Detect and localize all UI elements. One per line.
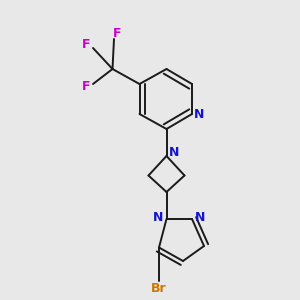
- Text: N: N: [169, 146, 179, 160]
- Text: N: N: [153, 211, 163, 224]
- Text: N: N: [195, 211, 206, 224]
- Text: F: F: [82, 80, 91, 94]
- Text: F: F: [82, 38, 91, 52]
- Text: N: N: [194, 107, 205, 121]
- Text: Br: Br: [151, 281, 167, 295]
- Text: F: F: [113, 27, 121, 40]
